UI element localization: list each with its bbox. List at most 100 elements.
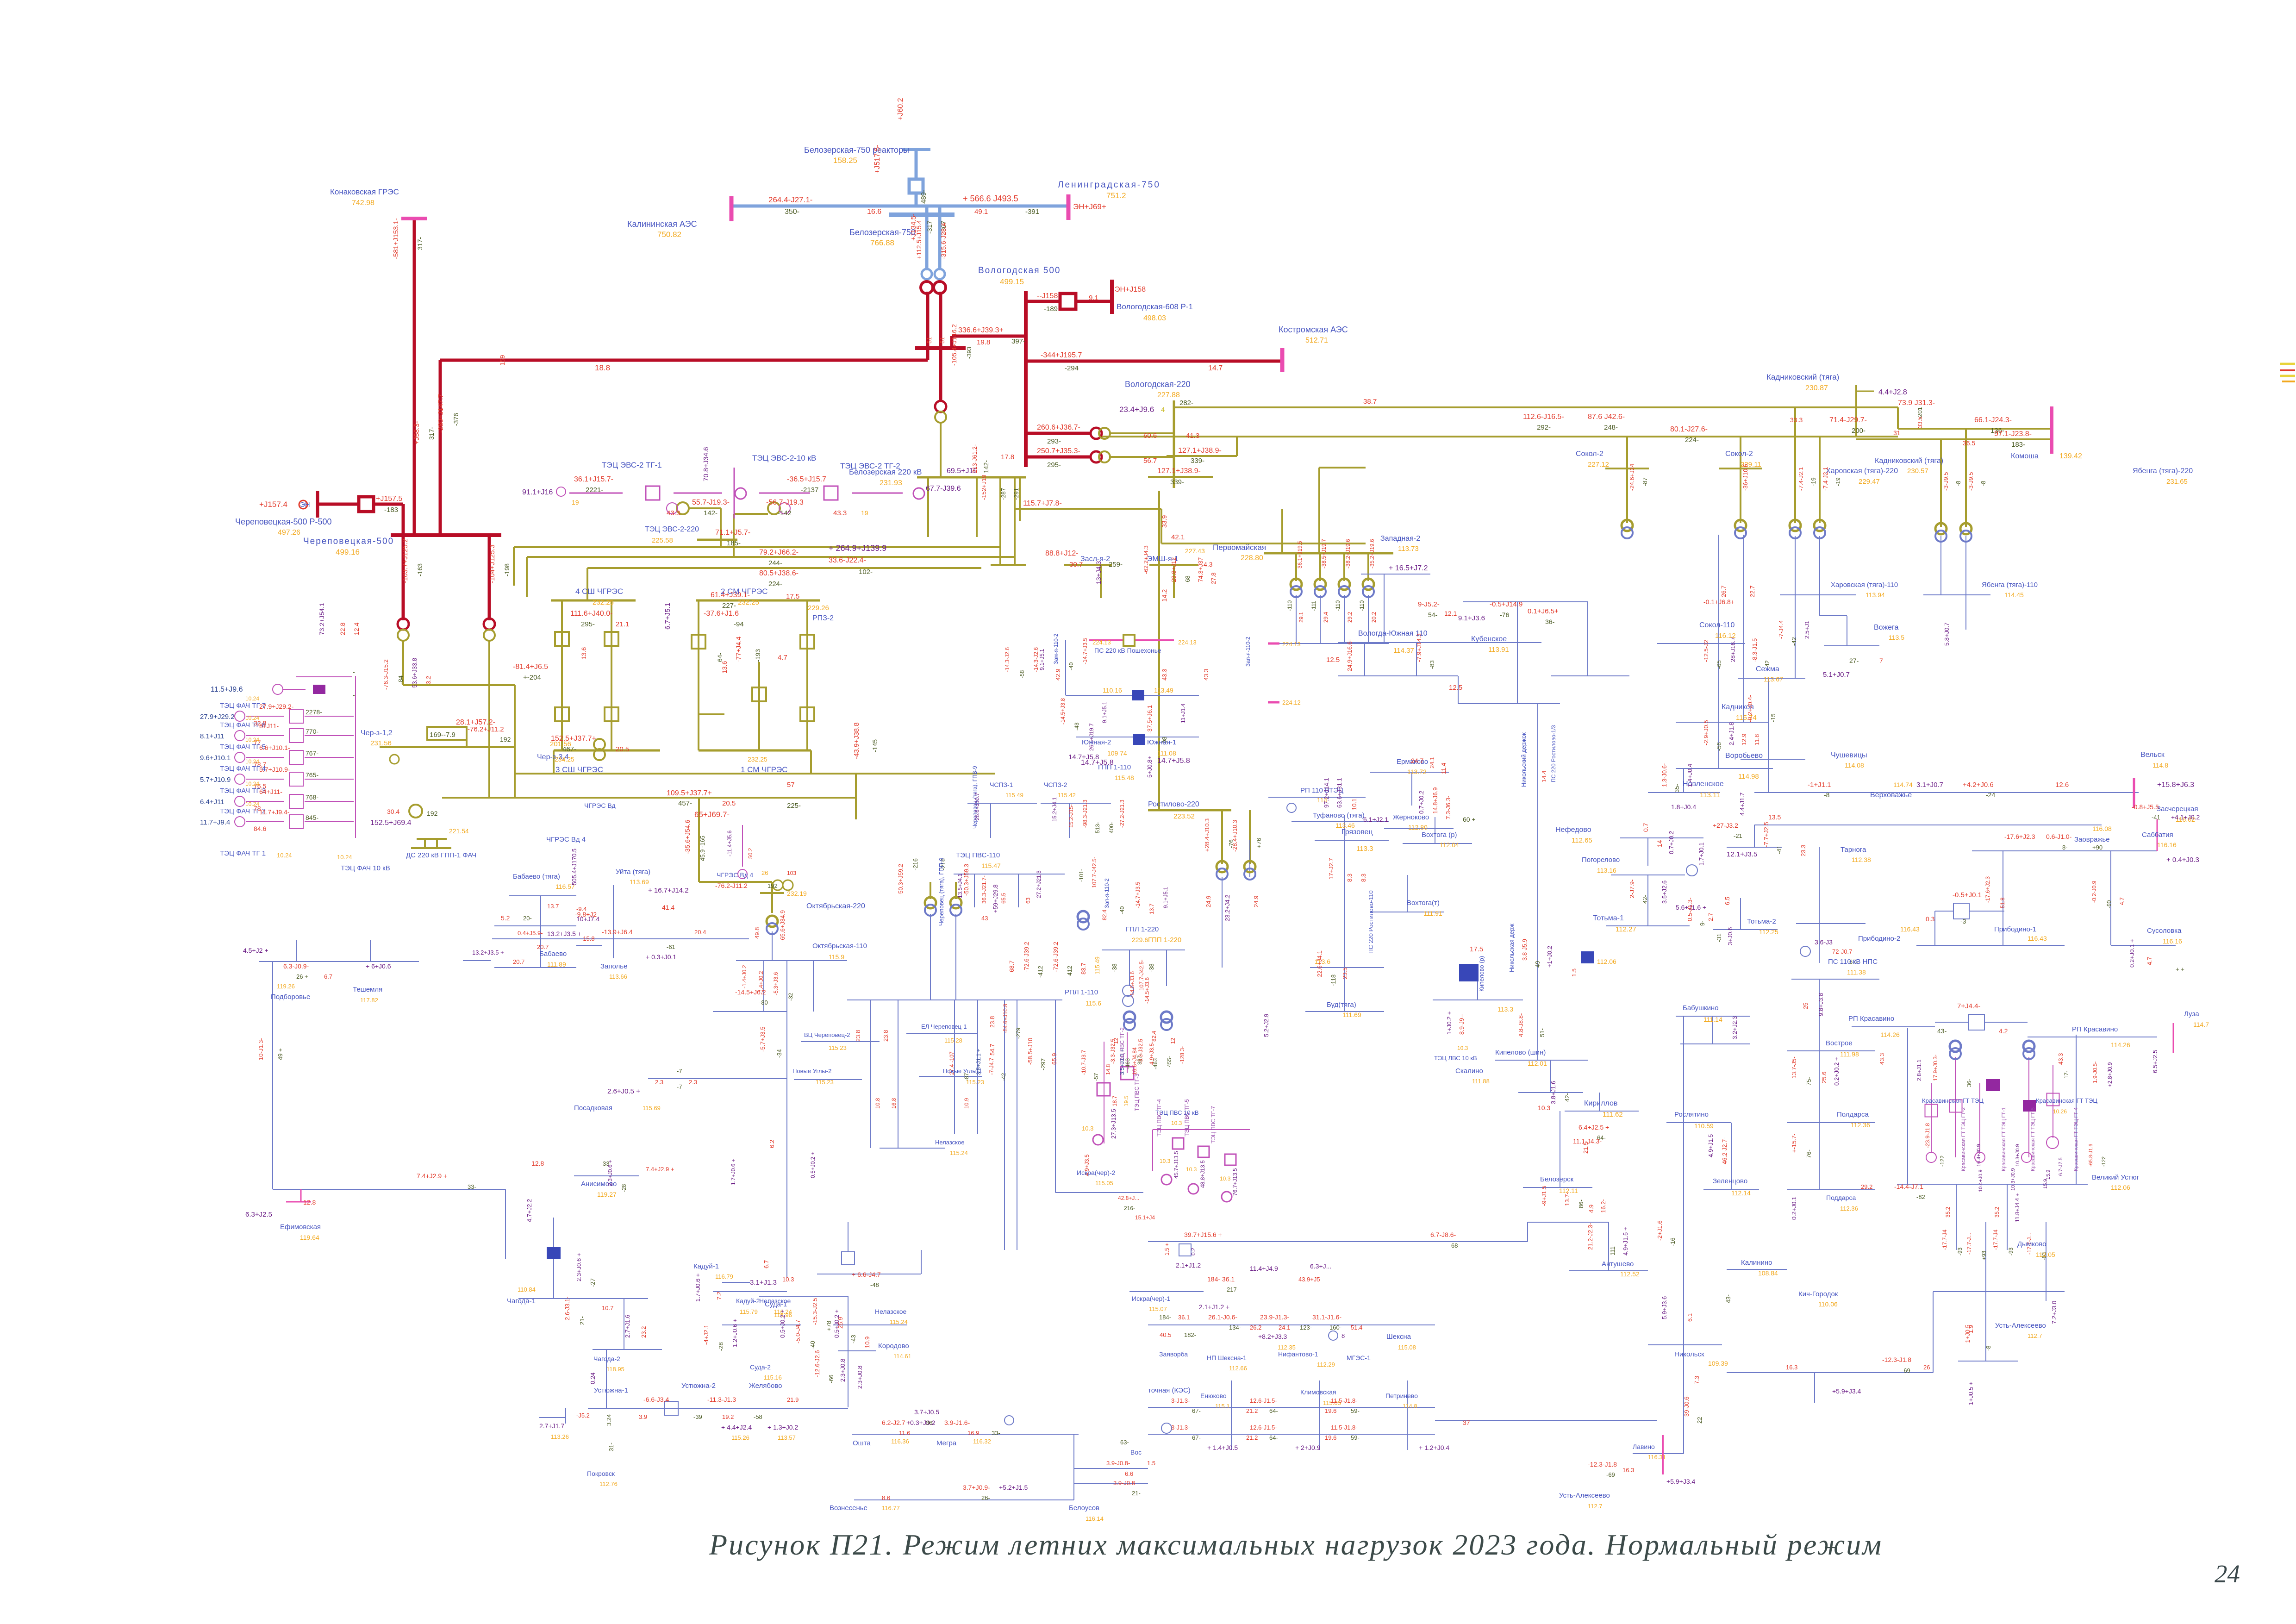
- svg-text:23.4+J9.6: 23.4+J9.6: [1119, 405, 1154, 414]
- svg-text:0.7: 0.7: [1642, 823, 1649, 832]
- svg-text:-15.8: -15.8: [581, 935, 595, 942]
- svg-text:-110: -110: [1286, 600, 1293, 611]
- svg-text:-38.2+J19.6: -38.2+J19.6: [1345, 539, 1351, 568]
- svg-text:-19: -19: [1810, 477, 1817, 486]
- svg-text:ТЭЦ ФАЧ 10 кВ: ТЭЦ ФАЧ 10 кВ: [341, 864, 390, 872]
- svg-text:-35.6+J54.6: -35.6+J54.6: [684, 819, 691, 854]
- svg-text:295-: 295-: [581, 620, 595, 628]
- svg-text:36.1+J15.7-: 36.1+J15.7-: [574, 475, 613, 483]
- svg-text:12.1+J3.5: 12.1+J3.5: [1727, 850, 1757, 858]
- svg-text:71.4-J29.7-: 71.4-J29.7-: [1829, 416, 1867, 424]
- svg-text:113.67: 113.67: [1764, 675, 1783, 683]
- svg-text:23.8: 23.8: [855, 1030, 861, 1042]
- svg-text:Октябрьская-220: Октябрьская-220: [806, 902, 865, 910]
- svg-text:112.05: 112.05: [2036, 1251, 2055, 1258]
- svg-text:21-: 21-: [1132, 1490, 1141, 1497]
- svg-text:+ 1.4+J0.5: + 1.4+J0.5: [1207, 1444, 1238, 1451]
- svg-text:-7-J4.7: -7-J4.7: [988, 1057, 995, 1075]
- svg-text:-40: -40: [1119, 906, 1125, 914]
- svg-text:10-J1.3-: 10-J1.3-: [257, 1038, 264, 1060]
- svg-text:Подборовье: Подборовье: [271, 993, 310, 1001]
- svg-text:-65: -65: [1716, 660, 1722, 669]
- svg-text:8.6: 8.6: [882, 1494, 890, 1501]
- svg-text:-28: -28: [718, 1342, 724, 1351]
- svg-text:111.89: 111.89: [547, 961, 566, 968]
- svg-text:2.3+J0.6 +: 2.3+J0.6 +: [575, 1253, 582, 1281]
- svg-text:Череповецкая-500 Р-500: Череповецкая-500 Р-500: [235, 517, 332, 526]
- svg-text:-31: -31: [1716, 933, 1722, 942]
- svg-text:Вострое: Вострое: [1826, 1039, 1853, 1047]
- svg-text:+93: +93: [1981, 1250, 1987, 1260]
- svg-text:Красавинская ГТ ТЭЦ ГТ-5: Красавинская ГТ ТЭЦ ГТ-5: [2030, 1107, 2036, 1171]
- svg-text:8: 8: [1341, 1332, 1345, 1339]
- svg-text:Прибодино-2: Прибодино-2: [1858, 935, 1900, 943]
- svg-text:22-: 22-: [1696, 1415, 1703, 1424]
- svg-text:-14.7+J3.5: -14.7+J3.5: [1135, 882, 1141, 908]
- svg-text:ЧСПЗ-2: ЧСПЗ-2: [1044, 781, 1067, 788]
- svg-text:Ябенга (тяга)-220: Ябенга (тяга)-220: [2133, 467, 2193, 475]
- svg-text:113.3: 113.3: [1497, 1006, 1513, 1013]
- svg-text:Тотьма-1: Тотьма-1: [1593, 914, 1624, 922]
- svg-text:184- 36.1: 184- 36.1: [1207, 1275, 1235, 1283]
- svg-text:-1.4+J0.2: -1.4+J0.2: [758, 971, 764, 994]
- svg-text:13.5: 13.5: [1768, 813, 1781, 821]
- svg-text:-83: -83: [1429, 660, 1435, 669]
- svg-text:20.7: 20.7: [537, 943, 549, 950]
- svg-text:-50.3+J59.2: -50.3+J59.2: [897, 864, 904, 896]
- svg-text:Нелазское: Нелазское: [935, 1139, 964, 1146]
- svg-text:13.7-: 13.7-: [1564, 1192, 1571, 1206]
- svg-text:4 СШ ЧГРЭС: 4 СШ ЧГРЭС: [575, 587, 623, 596]
- svg-text:+J60.2: +J60.2: [897, 98, 905, 120]
- svg-text:-216: -216: [940, 858, 947, 870]
- svg-text:20.5: 20.5: [616, 745, 629, 753]
- svg-text:-65.6+J34.9: -65.6+J34.9: [779, 910, 786, 942]
- svg-text:-4+J2.1: -4+J2.1: [703, 1324, 710, 1345]
- svg-text:22.8: 22.8: [339, 623, 346, 635]
- svg-text:115.08: 115.08: [1398, 1344, 1416, 1351]
- svg-text:455-: 455-: [1166, 1056, 1173, 1067]
- svg-text:-32: -32: [787, 993, 794, 1001]
- svg-text:2.8+J1.1: 2.8+J1.1: [1916, 1059, 1922, 1081]
- svg-text:-41: -41: [1776, 845, 1783, 854]
- svg-text:Октябрьская-110: Октябрьская-110: [812, 942, 867, 950]
- svg-text:+ 16.7+J14.2: + 16.7+J14.2: [648, 887, 689, 894]
- svg-text:ТЭЦ ФАЧ ТГ 3: ТЭЦ ФАЧ ТГ 3: [220, 787, 266, 795]
- svg-text:-98.3-J21.3: -98.3-J21.3: [1082, 800, 1088, 828]
- svg-text:-42: -42: [1000, 1073, 1007, 1081]
- svg-text:37: 37: [1463, 1419, 1470, 1426]
- svg-text:8.9-J9--: 8.9-J9--: [1458, 1014, 1465, 1035]
- svg-text:21-: 21-: [579, 1316, 586, 1325]
- svg-text:4.7+J2.2: 4.7+J2.2: [526, 1199, 533, 1222]
- svg-text:63: 63: [1025, 897, 1031, 904]
- svg-text:19.5: 19.5: [1123, 1095, 1129, 1106]
- svg-text:110.06: 110.06: [1818, 1300, 1838, 1308]
- svg-text:24.1: 24.1: [1429, 757, 1435, 768]
- svg-text:11.7+J9.4: 11.7+J9.4: [200, 818, 230, 826]
- svg-text:Устюжна-1: Устюжна-1: [594, 1387, 628, 1394]
- svg-text:114.45: 114.45: [2004, 591, 2024, 599]
- svg-text:1.7+J0.6 +: 1.7+J0.6 +: [730, 1159, 736, 1185]
- svg-text:точная (КЭС): точная (КЭС): [1148, 1387, 1191, 1394]
- svg-text:-74.3+J37: -74.3+J37: [1197, 557, 1204, 584]
- svg-text:8.3: 8.3: [1346, 874, 1353, 882]
- svg-text:Кич-Городок: Кич-Городок: [1798, 1290, 1838, 1298]
- svg-text:24.7: 24.7: [1411, 757, 1423, 764]
- svg-text:24.9: 24.9: [1205, 896, 1212, 907]
- svg-text:73.2+J54.1: 73.2+J54.1: [318, 603, 325, 635]
- svg-text:0.2: 0.2: [1190, 1248, 1197, 1255]
- svg-text:ЧГРЭС Вд: ЧГРЭС Вд: [584, 802, 616, 809]
- svg-text:-111: -111: [1310, 600, 1317, 611]
- svg-text:295-: 295-: [1047, 461, 1061, 469]
- svg-text:114.98: 114.98: [1738, 773, 1759, 781]
- svg-text:43-: 43-: [1725, 1294, 1732, 1303]
- svg-text:107.7-J42.5-: 107.7-J42.5-: [1091, 857, 1098, 888]
- svg-text:14.4: 14.4: [1541, 771, 1547, 782]
- svg-text:10.1: 10.1: [1351, 799, 1358, 810]
- svg-text:31.1-J1.6-: 31.1-J1.6-: [1312, 1313, 1341, 1321]
- svg-text:РП Красавино: РП Красавино: [1848, 1015, 1894, 1023]
- svg-text:59-: 59-: [1351, 1434, 1360, 1441]
- svg-text:-280+J147.7: -280+J147.7: [437, 394, 445, 433]
- svg-text:244-: 244-: [768, 559, 782, 567]
- svg-text:-287: -287: [1000, 488, 1007, 500]
- svg-text:111.6+J40.0-: 111.6+J40.0-: [570, 610, 612, 618]
